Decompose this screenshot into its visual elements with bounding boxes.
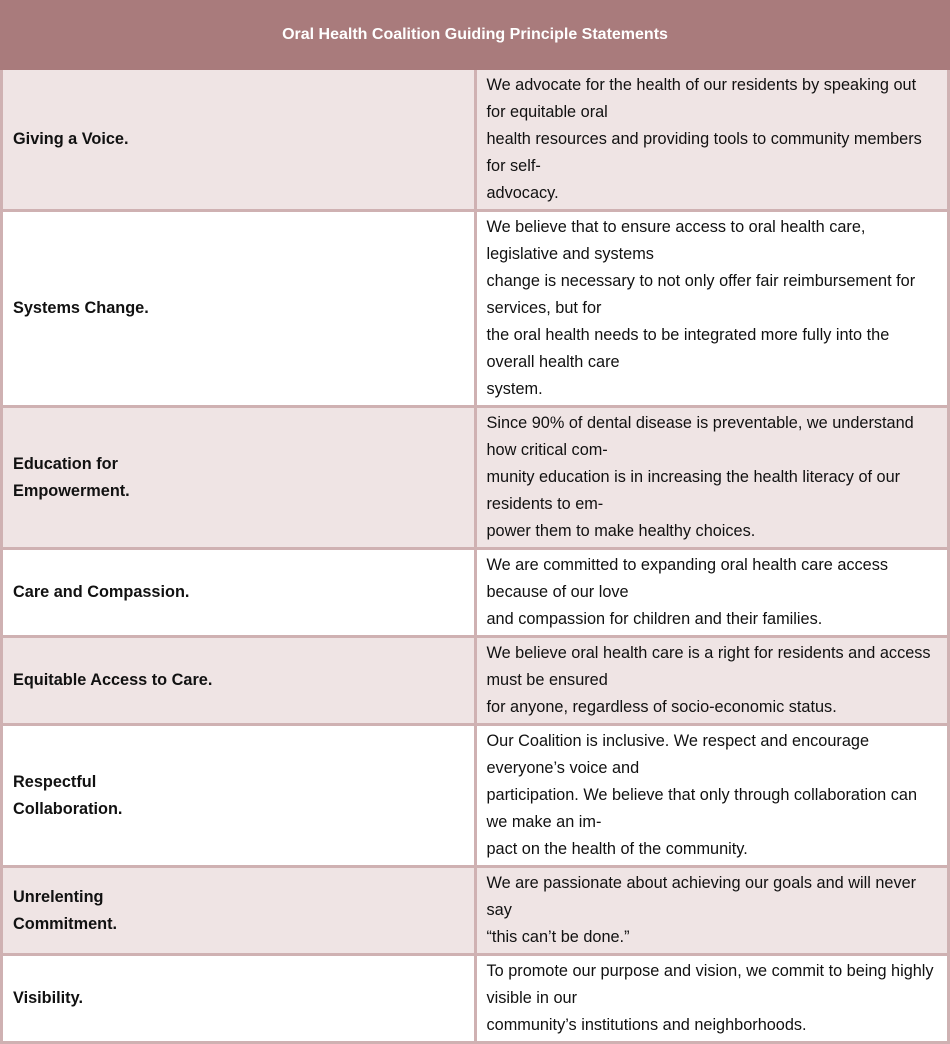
principle-statement: We advocate for the health of our reside…: [473, 67, 950, 212]
table-row: Equitable Access to Care. We believe ora…: [0, 635, 950, 726]
table-title: Oral Health Coalition Guiding Principle …: [0, 0, 950, 70]
principle-statement: To promote our purpose and vision, we co…: [473, 953, 950, 1044]
table-row: Giving a Voice. We advocate for the heal…: [0, 67, 950, 212]
principle-name: Education for Empowerment.: [0, 405, 477, 550]
principle-name: Unrelenting Commitment.: [0, 865, 477, 956]
table-row: Unrelenting Commitment. We are passionat…: [0, 865, 950, 956]
table-row: Care and Compassion. We are committed to…: [0, 547, 950, 638]
principle-name: Care and Compassion.: [0, 547, 477, 638]
principle-statement: We are committed to expanding oral healt…: [473, 547, 950, 638]
principle-name: Visibility.: [0, 953, 477, 1044]
principle-statement: We believe that to ensure access to oral…: [473, 209, 950, 408]
principle-statement: Our Coalition is inclusive. We respect a…: [473, 723, 950, 868]
table-header-row: Oral Health Coalition Guiding Principle …: [0, 0, 950, 70]
table-row: Visibility. To promote our purpose and v…: [0, 953, 950, 1044]
principle-name: Giving a Voice.: [0, 67, 477, 212]
principle-name: Respectful Collaboration.: [0, 723, 477, 868]
principle-statement: We are passionate about achieving our go…: [473, 865, 950, 956]
principle-name: Equitable Access to Care.: [0, 635, 477, 726]
table-row: Systems Change. We believe that to ensur…: [0, 209, 950, 408]
principle-statement: Since 90% of dental disease is preventab…: [473, 405, 950, 550]
table-row: Respectful Collaboration. Our Coalition …: [0, 723, 950, 868]
table-row: Education for Empowerment. Since 90% of …: [0, 405, 950, 550]
principle-name: Systems Change.: [0, 209, 477, 408]
principle-statement: We believe oral health care is a right f…: [473, 635, 950, 726]
